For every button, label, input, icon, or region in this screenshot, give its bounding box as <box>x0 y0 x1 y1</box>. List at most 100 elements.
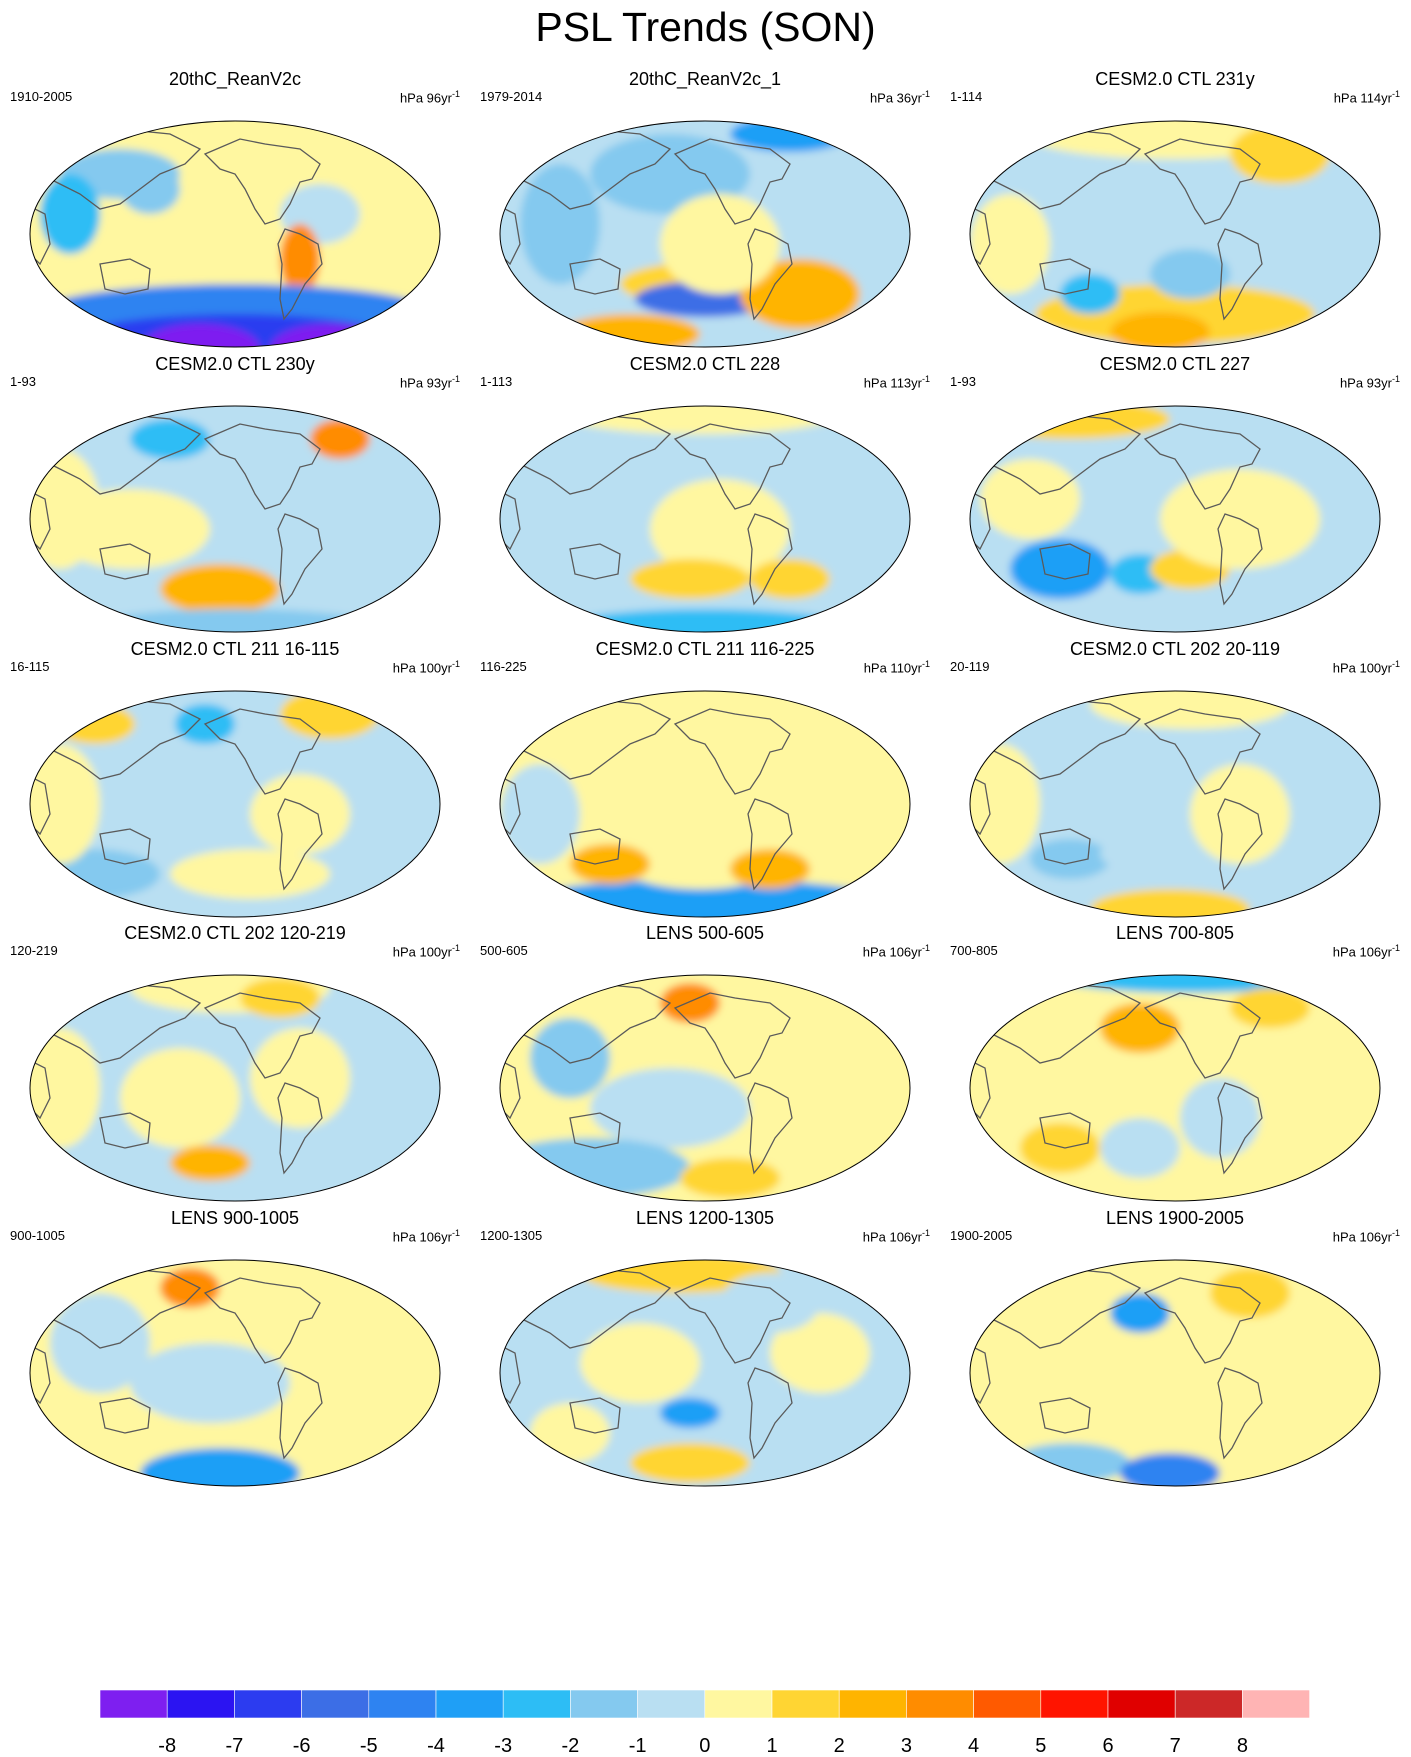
colorbar-tick-label: 0 <box>699 1735 711 1757</box>
robinson-map <box>969 405 1381 633</box>
trend-contour <box>140 324 260 347</box>
coastline <box>1143 1277 1261 1364</box>
map-border <box>969 120 1381 348</box>
robinson-map <box>499 405 911 633</box>
trend-contour <box>30 744 100 864</box>
trend-field <box>500 406 910 632</box>
trend-contour <box>1150 249 1230 299</box>
map-border <box>499 405 911 633</box>
panel-units: hPa 114yr-1 <box>1333 89 1400 106</box>
trend-contour <box>610 724 730 804</box>
coastline <box>277 798 323 891</box>
colorbar-tick-label: -6 <box>292 1735 311 1757</box>
trend-contour <box>40 174 100 254</box>
panel-period: 1-93 <box>950 374 977 389</box>
coastline <box>979 413 1142 495</box>
map-border <box>29 690 441 918</box>
coastline <box>673 138 791 225</box>
coastline <box>500 773 521 836</box>
panel-period: 900-1005 <box>10 1228 65 1243</box>
colorbar-swatch <box>1107 1690 1176 1719</box>
robinson-map <box>29 405 441 633</box>
trend-contour <box>1180 1078 1260 1158</box>
trend-contour <box>140 1448 300 1486</box>
coastline <box>203 992 321 1079</box>
panel-units: hPa 106yr-1 <box>1332 943 1400 960</box>
coastline <box>1217 228 1263 321</box>
coastline <box>1143 423 1261 510</box>
trend-contour <box>970 406 1170 439</box>
trend-contour <box>750 559 830 599</box>
coastline <box>747 1082 793 1175</box>
coastline <box>509 698 672 780</box>
trend-contour <box>1120 1453 1220 1486</box>
colorbar-swatch <box>234 1690 302 1719</box>
colorbar-swatch <box>99 1690 168 1719</box>
coastline <box>99 1112 151 1149</box>
trend-contour <box>520 164 600 284</box>
panel-units: hPa 110yr-1 <box>863 659 930 676</box>
coastline <box>970 773 991 836</box>
trend-contour <box>1010 1443 1130 1483</box>
trend-contour <box>570 844 650 884</box>
coastline <box>970 1342 991 1405</box>
coastline <box>673 423 791 510</box>
coastline <box>39 698 202 780</box>
panel-period: 500-605 <box>480 943 528 958</box>
trend-contour <box>1100 834 1220 874</box>
trend-contour <box>1040 975 1340 993</box>
trend-contour <box>1100 1408 1260 1458</box>
coastline <box>1039 258 1091 295</box>
coastline <box>1217 513 1263 606</box>
coastline <box>99 258 151 295</box>
coastline <box>30 773 51 836</box>
panel-units: hPa 100yr-1 <box>392 943 460 960</box>
coastline <box>509 413 672 495</box>
panel-title: CESM2.0 CTL 230y <box>155 354 315 374</box>
trend-contour <box>160 1268 220 1308</box>
coastline <box>500 203 521 266</box>
coastline <box>569 828 621 865</box>
trend-field <box>30 1260 440 1486</box>
coastline <box>1217 1367 1263 1460</box>
coastline <box>500 1342 521 1405</box>
coastline <box>979 698 1142 780</box>
trend-contour <box>240 978 320 1018</box>
trend-contour <box>120 164 180 214</box>
map-border <box>499 974 911 1202</box>
panel-title: CESM2.0 CTL 211 16-115 <box>130 639 340 659</box>
trend-field <box>970 406 1380 632</box>
robinson-map <box>969 974 1381 1202</box>
colorbar-tick-label: -7 <box>225 1735 244 1757</box>
trend-contour <box>1030 839 1110 879</box>
map-panel: CESM2.0 CTL 228 1-113 hPa 113yr-1 <box>470 353 940 673</box>
colorbar-tick-label: 2 <box>833 1735 845 1757</box>
panel-title: CESM2.0 CTL 202 120-219 <box>124 923 346 943</box>
trend-field <box>970 1260 1380 1486</box>
panel-title: LENS 500-605 <box>645 923 765 943</box>
colorbar-swatch <box>570 1690 638 1719</box>
trend-contour <box>1230 124 1330 184</box>
panel-title: CESM2.0 CTL 202 20-119 <box>1069 639 1281 659</box>
panel-period: 1200-1305 <box>480 1228 543 1243</box>
colorbar-swatch <box>301 1690 370 1719</box>
map-panel: 20thC_ReanV2c_1 1979-2014 hPa 36yr-1 <box>470 68 940 388</box>
coastline <box>203 423 321 510</box>
map-border <box>969 690 1381 918</box>
robinson-map <box>499 690 911 918</box>
trend-contour <box>1110 312 1210 347</box>
panel-title: CESM2.0 CTL 227 <box>1099 354 1251 374</box>
robinson-map <box>499 1259 911 1487</box>
coastline <box>1217 798 1263 891</box>
coastline <box>277 513 323 606</box>
map-panel: LENS 1200-1305 1200-1305 hPa 106yr-1 <box>470 1207 940 1527</box>
trend-contour <box>1190 764 1290 864</box>
coastline <box>99 543 151 580</box>
map-border <box>29 120 441 348</box>
panel-units: hPa 106yr-1 <box>862 1228 930 1245</box>
trend-contour <box>1110 1293 1170 1333</box>
robinson-map <box>29 974 441 1202</box>
coastline <box>747 798 793 891</box>
coastline <box>30 1057 51 1120</box>
coastline <box>1217 1082 1263 1175</box>
